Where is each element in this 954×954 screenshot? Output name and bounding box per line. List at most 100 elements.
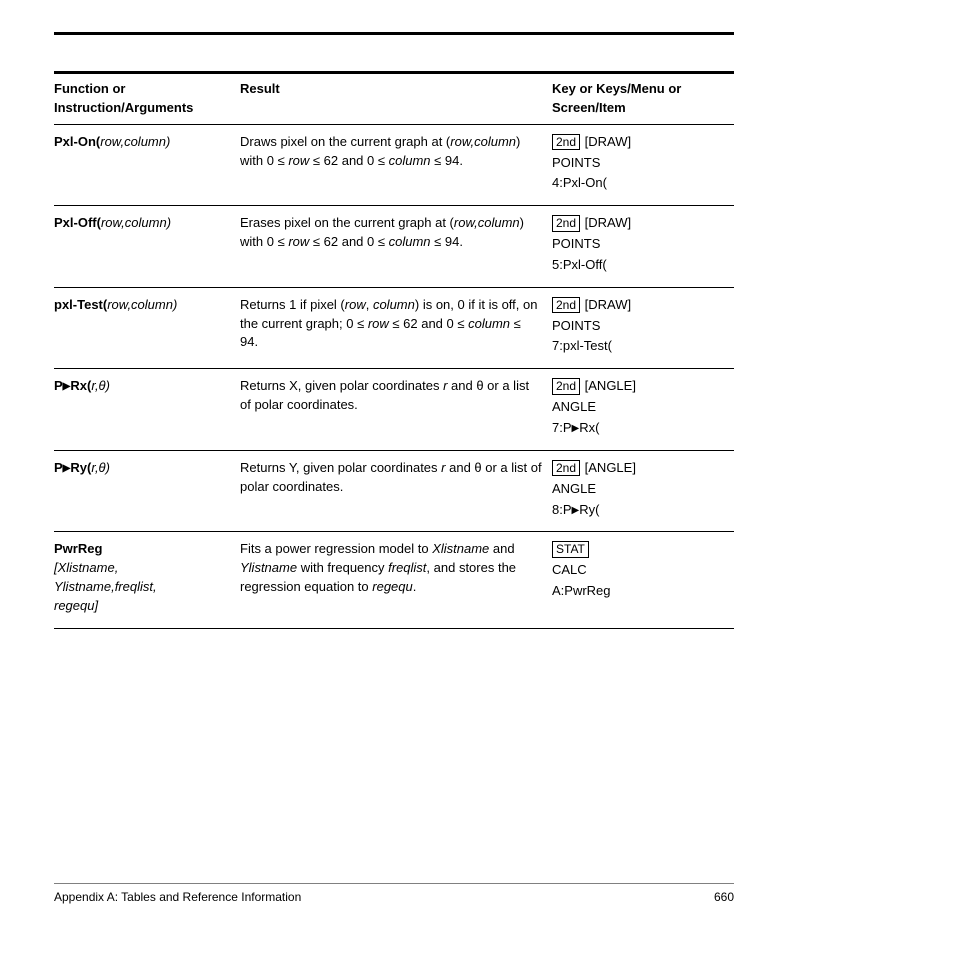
table-row: P▶Ry(r,θ) Returns Y, given polar coordina…	[54, 450, 734, 532]
key-line-2: POINTS	[552, 154, 712, 173]
fn-args-line: regequ]	[54, 597, 230, 616]
desc-span: and	[489, 541, 514, 556]
top-rule	[54, 32, 734, 35]
desc-italic-span: Xlistname	[432, 541, 489, 556]
key-box: 2nd	[552, 378, 580, 394]
fn-name: pxl-Test(	[54, 297, 107, 312]
key-line-3: 4:Pxl-On(	[552, 174, 712, 193]
header-col-2: Result	[240, 80, 542, 118]
key-cell: 2nd [DRAW] POINTS7:pxl-Test(	[552, 296, 712, 359]
fn-name: Pxl-Off(	[54, 215, 101, 230]
key-box: STAT	[552, 541, 589, 557]
desc-span: Returns X, given polar coordinates	[240, 378, 443, 393]
key-line-1: 2nd [DRAW]	[552, 133, 712, 152]
desc-italic-span: row,column	[450, 134, 516, 149]
desc-italic-span: Ylistname	[240, 560, 297, 575]
table-header: Function or Instruction/Arguments Result…	[54, 78, 734, 124]
key-line-1: 2nd [ANGLE]	[552, 377, 712, 396]
table-row: P▶Rx(r,θ) Returns X, given polar coordina…	[54, 368, 734, 450]
table-row: Pxl-On(row,column) Draws pixel on the cur…	[54, 124, 734, 206]
footer-right: 660	[714, 890, 734, 904]
key-bracket: [ANGLE]	[581, 378, 636, 393]
fn-args: row,column)	[107, 297, 177, 312]
table-row: pxl-Test(row,column) Returns 1 if pixel (…	[54, 287, 734, 369]
desc-span: ≤ 94.	[431, 234, 463, 249]
key-box: 2nd	[552, 297, 580, 313]
fn-line: P▶Ry(r,θ)	[54, 459, 230, 478]
fn-args: row,column)	[100, 134, 170, 149]
desc-cell: Returns Y, given polar coordinates r and…	[240, 459, 542, 497]
fn-line: P▶Rx(r,θ)	[54, 377, 230, 396]
desc-italic-span: column	[389, 234, 431, 249]
key-box: 2nd	[552, 134, 580, 150]
fn-name: PwrReg	[54, 541, 102, 556]
fn-cell: Pxl-Off(row,column)	[54, 214, 230, 233]
desc-span: ≤ 62 and 0 ≤	[309, 153, 388, 168]
key-line-3: A:PwrReg	[552, 582, 712, 601]
fn-args: r,θ)	[91, 378, 110, 393]
key-line-2: POINTS	[552, 235, 712, 254]
key-bracket: [DRAW]	[581, 134, 631, 149]
key-line-1: 2nd [DRAW]	[552, 296, 712, 315]
desc-italic-span: freqlist	[388, 560, 426, 575]
fn-cell: P▶Ry(r,θ)	[54, 459, 230, 478]
key-line-3: 7:P▶Rx(	[552, 419, 712, 438]
key-cell: 2nd [ANGLE] ANGLE 7:P▶Rx(	[552, 377, 712, 440]
desc-cell: Returns 1 if pixel (row, column) is on, …	[240, 296, 542, 353]
footer-left: Appendix A: Tables and Reference Informa…	[54, 890, 301, 904]
desc-italic-span: row,column	[454, 215, 520, 230]
fn-cell: Pxl-On(row,column)	[54, 133, 230, 152]
desc-span: with frequency	[297, 560, 388, 575]
desc-span: .	[413, 579, 417, 594]
fn-args-line: Ylistname,freqlist,	[54, 578, 230, 597]
key-cell: 2nd [DRAW] POINTS4:Pxl-On(	[552, 133, 712, 196]
key-line-2: ANGLE	[552, 398, 712, 417]
key-box: 2nd	[552, 215, 580, 231]
key-cell: 2nd [ANGLE]ANGLE8:P▶Ry(	[552, 459, 712, 522]
table-row: Pxl-Off(row,column) Erases pixel on the c…	[54, 205, 734, 287]
desc-cell: Erases pixel on the current graph at (ro…	[240, 214, 542, 252]
fn-line: Pxl-Off(row,column)	[54, 214, 230, 233]
desc-italic-span: column	[389, 153, 431, 168]
desc-span: ≤ 62 and 0 ≤	[389, 316, 468, 331]
page-footer: Appendix A: Tables and Reference Informa…	[54, 883, 734, 904]
header-rule	[54, 71, 734, 74]
key-line-3: 7:pxl-Test(	[552, 337, 712, 356]
fn-line: pxl-Test(row,column)	[54, 296, 230, 315]
fn-args: row,column)	[101, 215, 171, 230]
desc-italic-span: regequ	[372, 579, 412, 594]
fn-cell: P▶Rx(r,θ)	[54, 377, 230, 396]
key-line-2: CALC	[552, 561, 712, 580]
fn-cell: pxl-Test(row,column)	[54, 296, 230, 315]
desc-span: ≤ 62 and 0 ≤	[309, 234, 388, 249]
desc-italic-span: row	[288, 234, 309, 249]
key-cell: 2nd [DRAW] POINTS 5:Pxl-Off(	[552, 214, 712, 277]
page-container: Function or Instruction/Arguments Result…	[54, 32, 734, 629]
key-line-1: STAT	[552, 540, 712, 559]
key-line-2: POINTS	[552, 317, 712, 336]
fn-cell: PwrReg [Xlistname,Ylistname,freqlist,reg…	[54, 540, 230, 615]
table-body: Pxl-On(row,column)Draws pixel on the cur…	[54, 124, 734, 626]
key-line-3: 5:Pxl-Off(	[552, 256, 712, 275]
desc-cell: Draws pixel on the current graph at (row…	[240, 133, 542, 171]
desc-span: Fits a power regression model to	[240, 541, 432, 556]
table-row: PwrReg [Xlistname,Ylistname,freqlist,reg…	[54, 531, 734, 625]
fn-line: Pxl-On(row,column)	[54, 133, 230, 152]
key-bracket: [ANGLE]	[581, 460, 636, 475]
end-rule	[54, 628, 734, 629]
key-line-3: 8:P▶Ry(	[552, 501, 712, 520]
header-col-1: Function or Instruction/Arguments	[54, 80, 230, 118]
desc-italic-span: row	[368, 316, 389, 331]
key-line-1: 2nd [DRAW]	[552, 214, 712, 233]
desc-span: Returns 1 if pixel (	[240, 297, 345, 312]
desc-cell: Fits a power regression model to Xlistna…	[240, 540, 542, 597]
key-line-2: ANGLE	[552, 480, 712, 499]
desc-italic-span: row	[288, 153, 309, 168]
fn-line: PwrReg	[54, 540, 230, 559]
fn-name: Pxl-On(	[54, 134, 100, 149]
fn-args: r,θ)	[91, 460, 110, 475]
desc-span: ,	[366, 297, 373, 312]
fn-args-line: [Xlistname,	[54, 559, 230, 578]
desc-span: Returns Y, given polar coordinates	[240, 460, 441, 475]
desc-span: Draws pixel on the current graph at (	[240, 134, 450, 149]
